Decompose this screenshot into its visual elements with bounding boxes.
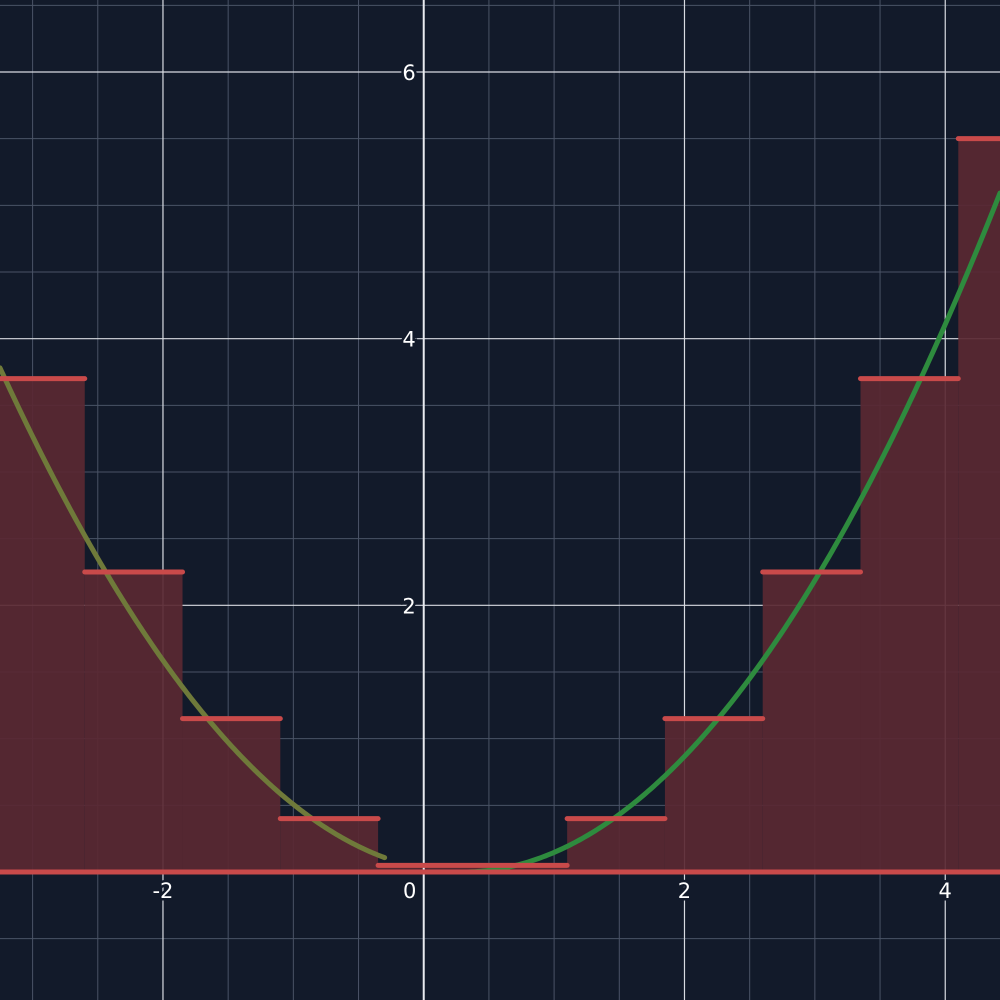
x-tick-label: 2 (678, 879, 691, 903)
curve-right-segment (460, 190, 1000, 875)
step-fill-bar (280, 818, 379, 872)
x-tick-label: -2 (152, 879, 173, 903)
y-tick-label: 2 (402, 594, 415, 618)
step-fill-bar (182, 718, 281, 872)
step-fill-bar (958, 138, 1000, 872)
step-fill-areas (0, 138, 1000, 872)
x-tick-label: 0 (403, 879, 416, 903)
step-fill-bar (762, 572, 861, 872)
step-fill-bar (664, 718, 763, 872)
step-lines (0, 136, 1000, 875)
step-fill-bar (567, 818, 665, 872)
curve-left-segment (0, 365, 388, 861)
x-tick-labels: -2 0 2 4 (150, 877, 954, 906)
x-tick-label: 4 (939, 879, 952, 903)
y-tick-label: 4 (402, 328, 415, 352)
y-tick-labels: 2 4 6 (400, 59, 418, 621)
step-fill-bar (860, 378, 959, 872)
step-fill-bar (84, 572, 183, 872)
step-fill-bar (378, 865, 568, 872)
y-tick-label: 6 (402, 61, 415, 85)
curve-series (0, 190, 1000, 875)
